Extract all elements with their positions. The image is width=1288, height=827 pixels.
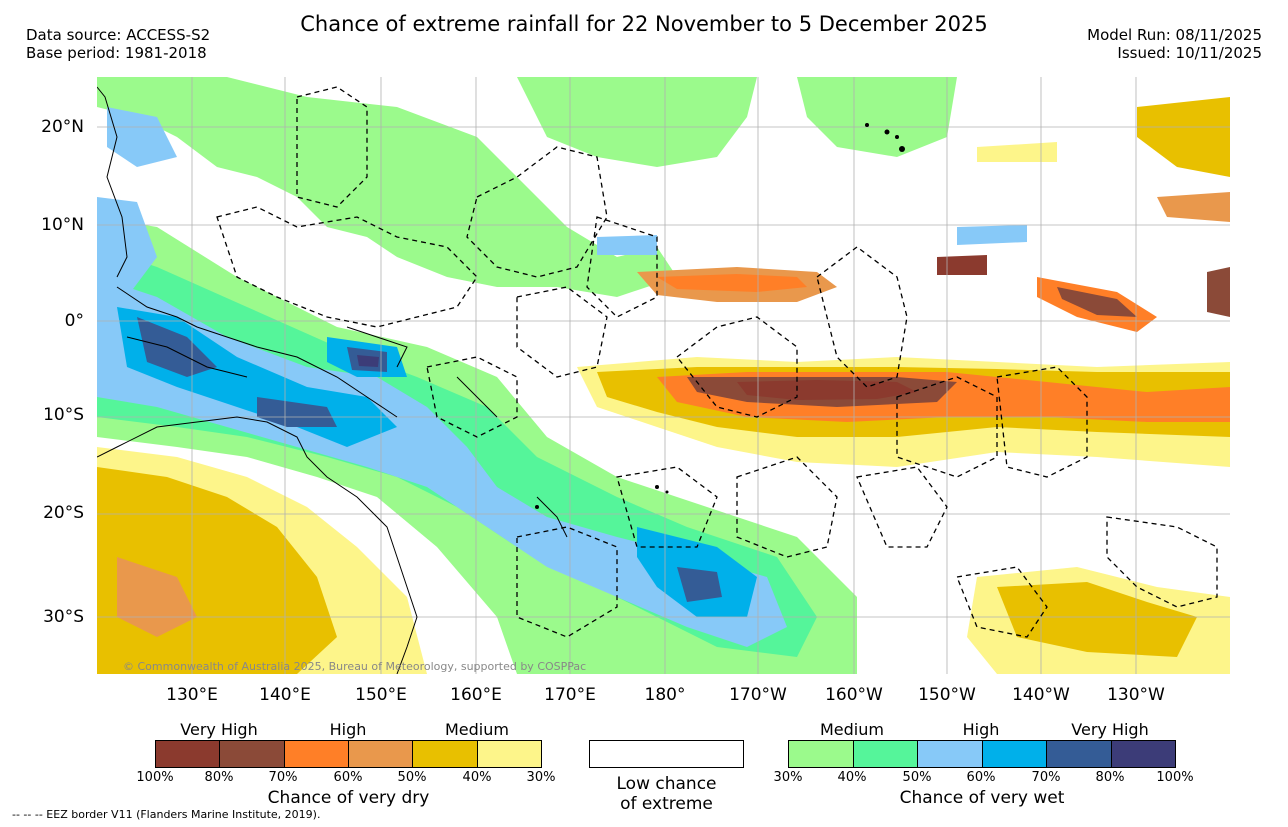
coastlines [97,86,568,674]
low-chance-line2: of extreme [620,794,713,814]
eez-borders [216,86,1218,638]
dry-swatch [219,741,284,767]
lon-label: 140°E [259,685,311,705]
lat-label: 0° [64,311,84,331]
lon-label: 170°W [729,685,787,705]
lat-label: 20°N [41,117,84,137]
lon-label: 150°W [918,685,976,705]
low-chance-label: Low chance of extreme [589,774,744,814]
dry-tick: 100% [136,770,174,785]
copyright-note: © Commonwealth of Australia 2025, Bureau… [123,660,587,673]
data-source: Data source: ACCESS-S2 [26,26,211,44]
lon-label: 160°W [825,685,883,705]
map-title: Chance of extreme rainfall for 22 Novemb… [300,12,988,36]
wet-category-label: High [962,720,1000,739]
wet-swatch [852,741,917,767]
wet-legend-title: Chance of very wet [899,788,1065,808]
issued-date: Issued: 10/11/2025 [1117,44,1262,62]
wet-category-label: Medium [820,720,884,739]
wet-tick: 80% [1095,770,1125,785]
lon-label: 170°E [544,685,596,705]
wet-regions [97,77,1027,674]
dry-tick: 40% [462,770,492,785]
dry-swatch [412,741,477,767]
dry-category-label: Medium [445,720,509,739]
dry-tick: 30% [526,770,556,785]
lon-label: 130°E [166,685,218,705]
dry-category-label: Very High [180,720,258,739]
dry-category-label: High [329,720,367,739]
lat-label: 10°N [41,215,84,235]
wet-tick: 30% [773,770,803,785]
lon-label: 140°W [1012,685,1070,705]
low-chance-swatch [589,740,744,768]
lon-label: 130°W [1107,685,1165,705]
dry-swatch [347,741,413,767]
model-run: Model Run: 08/11/2025 [1087,26,1262,44]
dry-swatch [283,741,348,767]
wet-swatch [789,741,853,767]
lat-label: 20°S [43,503,84,523]
islands [535,123,905,509]
wet-tick: 40% [837,770,867,785]
rainfall-map [97,77,1230,674]
header-left: Data source: ACCESS-S2 Base period: 1981… [26,26,210,62]
wet-tick: 50% [902,770,932,785]
dry-colorbar [155,740,542,768]
lat-label: 30°S [43,607,84,627]
wet-swatch [917,741,982,767]
base-period: Base period: 1981-2018 [26,44,207,62]
lon-label: 160°E [450,685,502,705]
header-right: Model Run: 08/11/2025 Issued: 10/11/2025 [1087,26,1262,62]
wet-swatch [1046,741,1111,767]
wet-category-label: Very High [1071,720,1149,739]
lat-label: 10°S [43,405,84,425]
wet-colorbar [788,740,1176,768]
wet-swatch [981,741,1046,767]
dry-legend-title: Chance of very dry [267,788,430,808]
wet-tick: 70% [1031,770,1061,785]
lon-label: 180° [644,685,686,705]
wet-tick: 100% [1156,770,1194,785]
lon-label: 150°E [355,685,407,705]
dry-tick: 60% [333,770,363,785]
dry-swatch [156,741,220,767]
low-chance-line1: Low chance [616,774,717,794]
wet-tick: 60% [966,770,996,785]
dry-swatch [476,741,541,767]
eez-footnote: -- -- -- EEZ border V11 (Flanders Marine… [12,808,321,821]
dry-tick: 70% [268,770,298,785]
dry-tick: 80% [204,770,234,785]
graticule [97,77,1230,674]
wet-swatch [1110,741,1175,767]
dry-tick: 50% [397,770,427,785]
